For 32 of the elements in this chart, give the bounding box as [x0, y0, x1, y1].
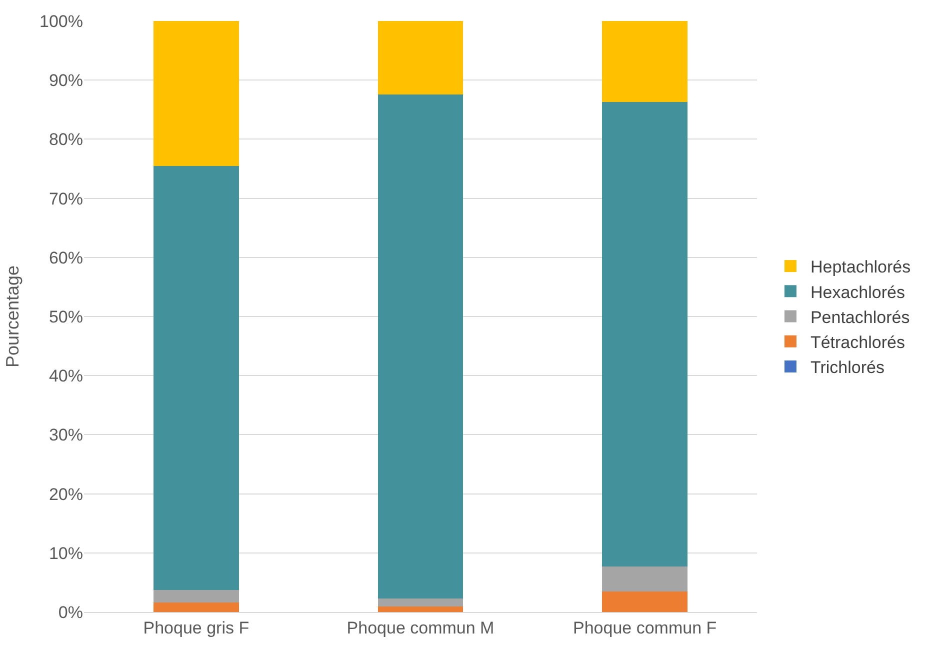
legend-label: Pentachlorés	[810, 308, 910, 327]
bar	[154, 166, 239, 590]
y-tick-label: 0%	[58, 602, 83, 622]
y-tick-label: 80%	[48, 130, 83, 150]
bar	[378, 94, 464, 598]
legend-label: Heptachlorés	[810, 258, 911, 277]
legend-label: Tétrachlorés	[810, 332, 905, 352]
bar	[602, 566, 688, 592]
legend-label: Hexachlorés	[810, 282, 905, 302]
y-tick-label: 70%	[48, 189, 83, 208]
y-tick-label: 30%	[48, 426, 83, 445]
y-axis-title: Pourcentage	[2, 265, 23, 368]
bar	[602, 21, 688, 102]
x-tick-label: Phoque gris F	[143, 618, 250, 638]
y-tick-label: 100%	[40, 12, 83, 31]
y-tick-label: 20%	[48, 484, 83, 504]
bar	[378, 598, 464, 607]
bar	[154, 602, 239, 612]
y-tick-label: 40%	[48, 366, 83, 386]
y-tick-label: 90%	[48, 71, 83, 90]
bar	[602, 102, 688, 566]
bar	[602, 591, 688, 612]
legend-label: Trichlorés	[810, 358, 884, 378]
y-tick-label: 10%	[48, 544, 83, 563]
y-tick-label: 60%	[48, 248, 83, 268]
x-tick-label: Phoque commun F	[573, 618, 717, 638]
bar	[378, 606, 464, 612]
bar	[154, 21, 239, 166]
bar	[154, 590, 239, 603]
y-tick-label: 50%	[48, 307, 83, 326]
x-tick-label: Phoque commun M	[346, 618, 494, 638]
bar	[378, 21, 464, 94]
